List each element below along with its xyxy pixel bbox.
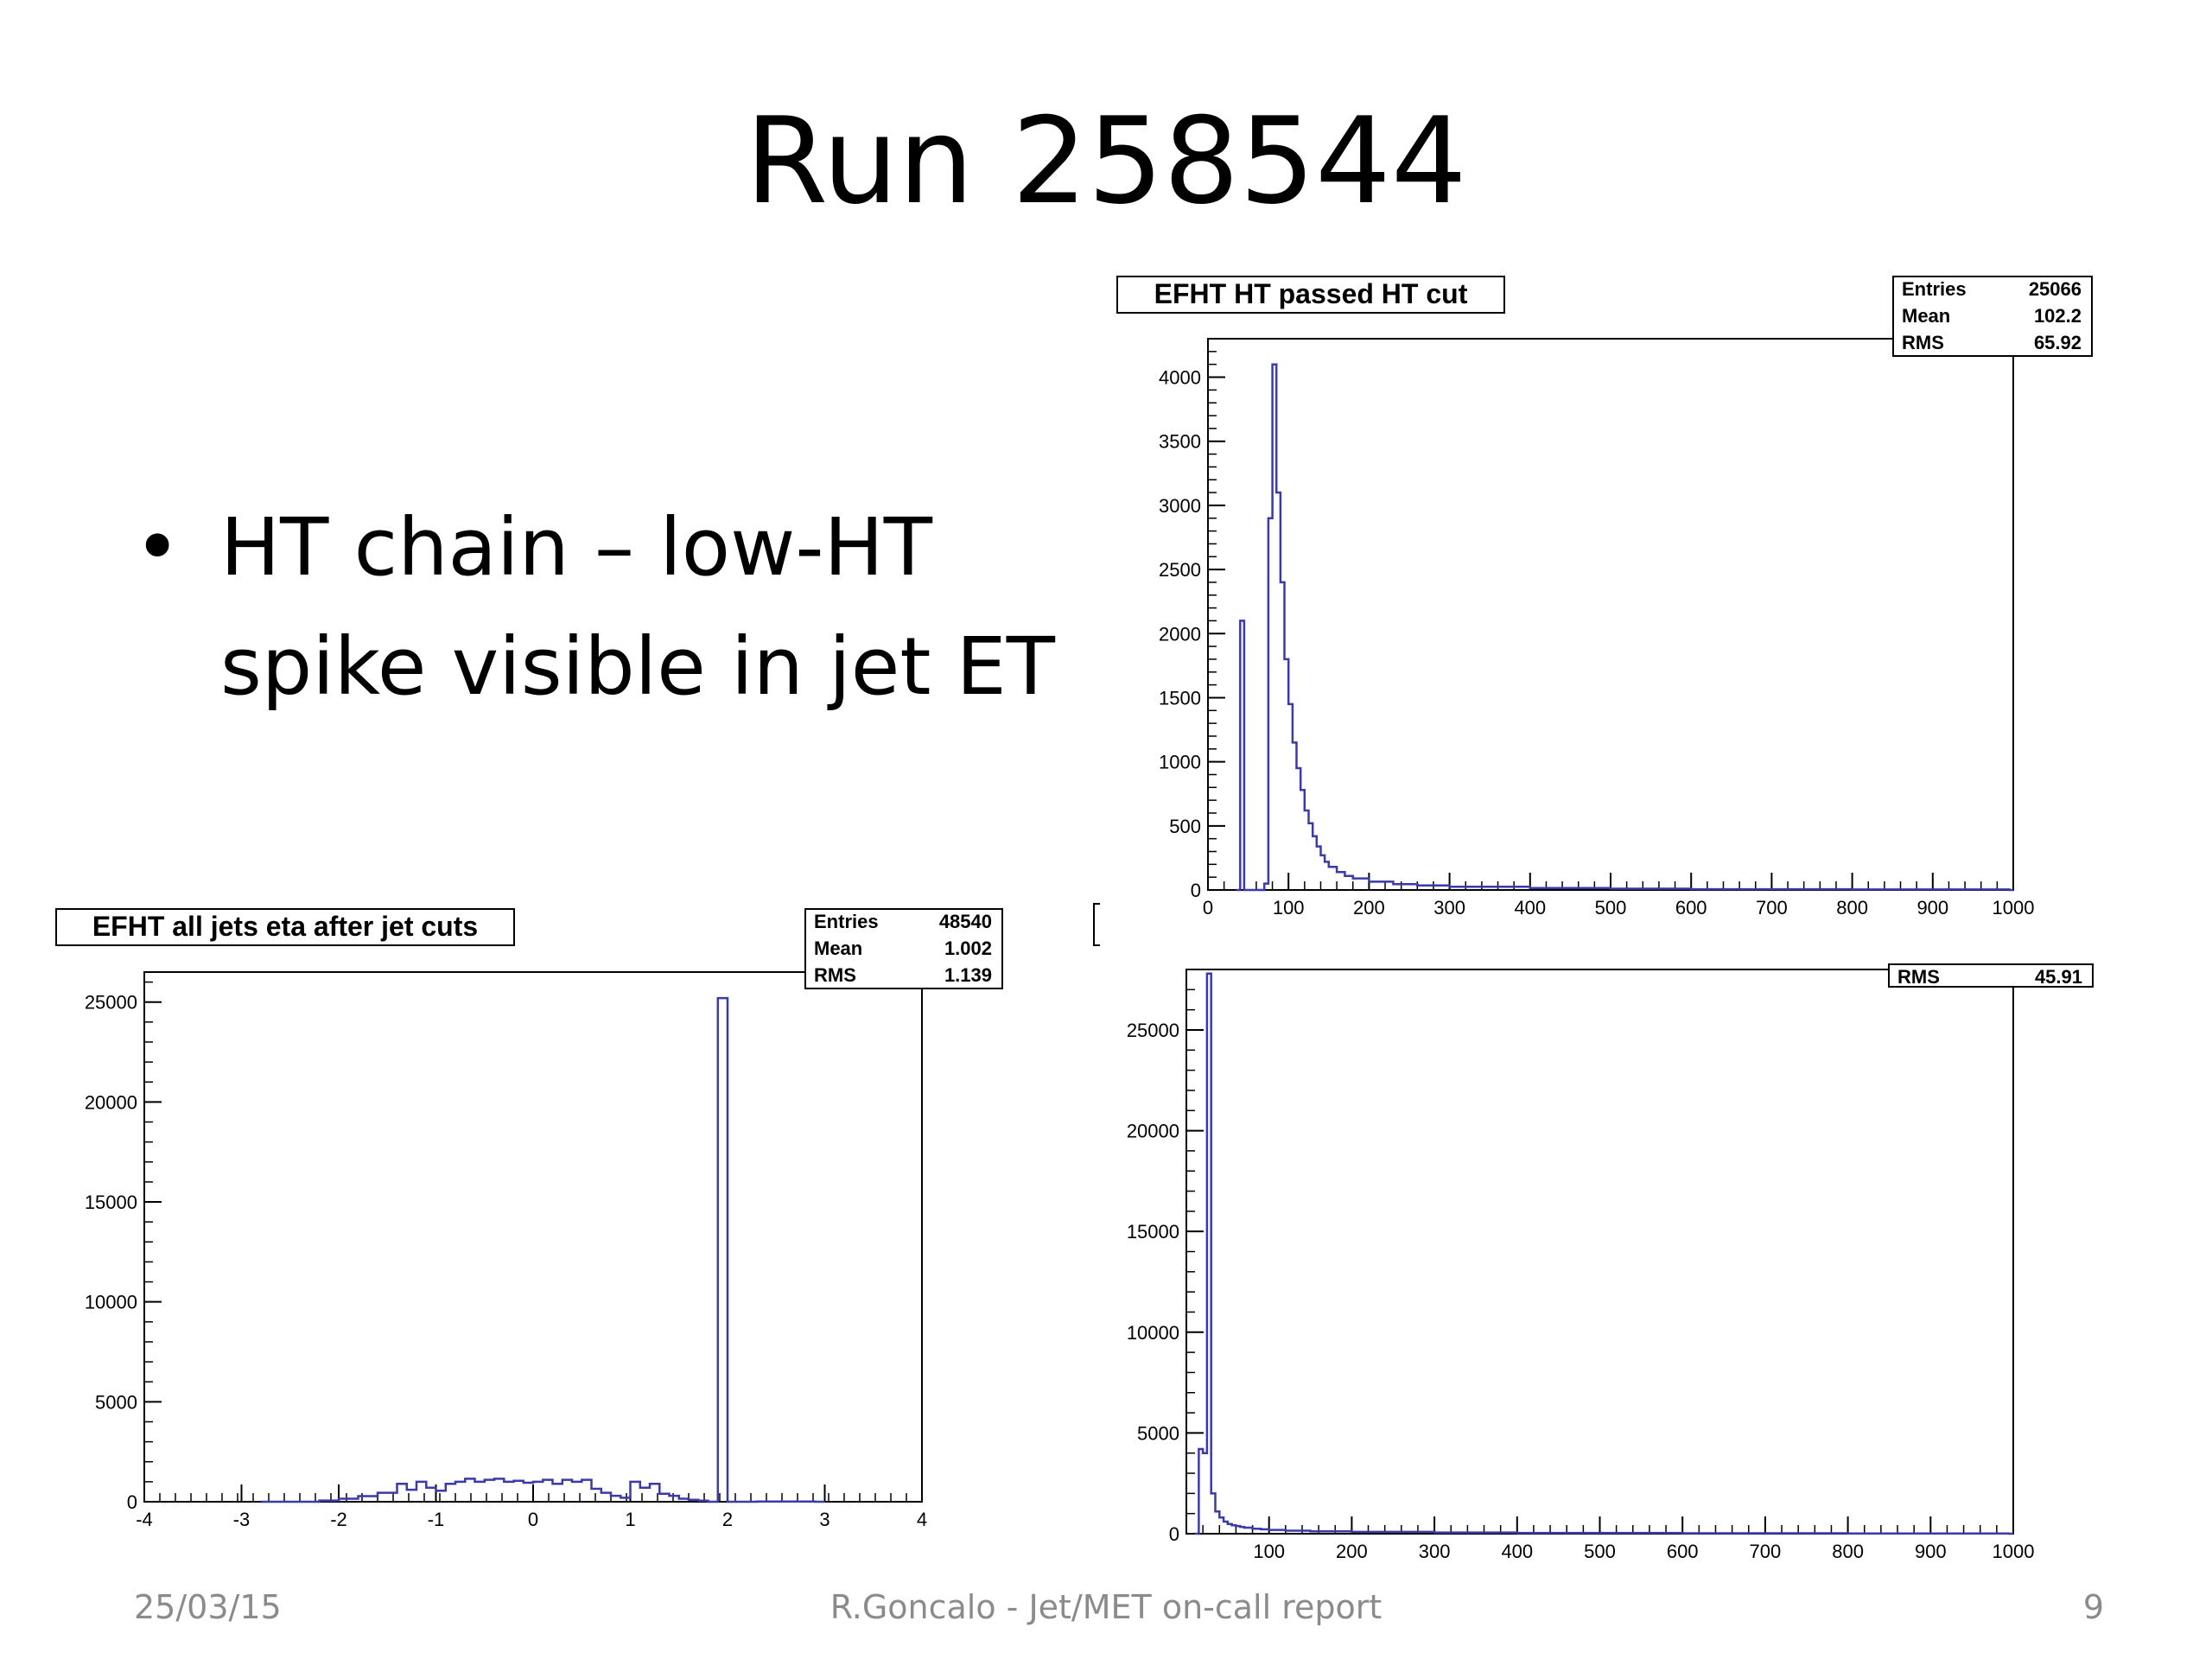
x-tick-label: 300 — [1419, 1541, 1451, 1562]
y-tick-label: 0 — [1191, 880, 1201, 901]
y-tick-label: 0 — [1169, 1523, 1179, 1545]
footer-page-number: 9 — [2082, 1588, 2104, 1626]
bullet-dot-icon: • — [134, 501, 181, 594]
partial-frame-marker — [1093, 903, 1100, 946]
y-tick-label: 2500 — [1159, 559, 1201, 581]
bullet-line-1: HT chain – low-HT — [220, 501, 932, 594]
histogram-line-eta — [261, 996, 825, 1503]
stats-value: 65.92 — [2034, 332, 2082, 353]
x-tick-label: 500 — [1584, 1541, 1616, 1562]
x-tick-label: 100 — [1253, 1541, 1285, 1562]
stats-value: 25066 — [2029, 278, 2082, 300]
y-tick-label: 25000 — [85, 992, 137, 1014]
x-tick-label: 800 — [1832, 1541, 1864, 1562]
x-tick-label: 100 — [1273, 897, 1305, 918]
stats-label: RMS — [1897, 966, 1940, 988]
plot-frame — [1185, 969, 2014, 1535]
histogram-title: EFHT all jets eta after jet cuts — [92, 911, 478, 942]
stats-value: 48540 — [939, 911, 992, 932]
x-tick-label: 900 — [1915, 1541, 1947, 1562]
x-tick-label: -2 — [330, 1509, 347, 1530]
x-tick-label: 1000 — [1993, 1541, 2035, 1562]
y-tick-label: 20000 — [1127, 1121, 1179, 1142]
x-tick-label: 400 — [1514, 897, 1546, 918]
footer-center: R.Goncalo - Jet/MET on-call report — [830, 1588, 1382, 1626]
stats-box — [1892, 276, 2093, 357]
histogram-title-box — [1116, 276, 1505, 314]
stats-box — [804, 908, 1003, 989]
y-tick-label: 5000 — [95, 1391, 137, 1413]
x-tick-label: 800 — [1836, 897, 1868, 918]
x-tick-label: 700 — [1750, 1541, 1782, 1562]
y-tick-label: 3500 — [1159, 431, 1201, 453]
y-tick-label: 5000 — [1137, 1422, 1179, 1444]
x-tick-label: 600 — [1675, 897, 1707, 918]
x-tick-label: -1 — [428, 1509, 445, 1530]
x-tick-label: 200 — [1353, 897, 1385, 918]
y-tick-label: 15000 — [1127, 1221, 1179, 1243]
x-tick-label: 2 — [722, 1509, 733, 1530]
plot-frame — [143, 971, 923, 1503]
y-tick-label: 4000 — [1159, 367, 1201, 389]
x-tick-label: 900 — [1916, 897, 1948, 918]
stats-value: 45.91 — [2035, 966, 2082, 988]
y-tick-label: 500 — [1169, 816, 1201, 837]
chart-eta: -4 -3 -2 -1 0 1 2 3 4 0 5000 10000 15000 20000 25000 EF… — [55, 908, 1003, 1530]
y-tick-label: 10000 — [85, 1292, 137, 1313]
y-tick-label: 1500 — [1159, 687, 1201, 709]
x-tick-label: 0 — [1203, 897, 1213, 918]
bullet-line-2: spike visible in jet ET — [220, 620, 1055, 713]
stats-value: 102.2 — [2034, 305, 2082, 327]
footer-date: 25/03/15 — [134, 1588, 282, 1626]
x-tick-label: 600 — [1667, 1541, 1699, 1562]
stats-box — [1888, 963, 2094, 988]
y-tick-label: 10000 — [1127, 1322, 1179, 1344]
chart-ht: 0 100 200 300 400 500 600 700 800 900 1000 0 500 1000… — [1116, 276, 2093, 918]
x-tick-label: 3 — [819, 1509, 830, 1530]
y-tick-label: 25000 — [1127, 1020, 1179, 1041]
x-tick-label: 200 — [1336, 1541, 1368, 1562]
plot-frame — [1207, 338, 2014, 891]
chart-jetet: 100 200 300 400 500 600 700 800 900 1000050001000… — [1127, 963, 2094, 1562]
y-tick-label: 20000 — [85, 1091, 137, 1113]
x-tick-label: 500 — [1595, 897, 1627, 918]
stats-label: Entries — [814, 911, 879, 932]
x-tick-label: 300 — [1433, 897, 1465, 918]
y-tick-label: 0 — [127, 1491, 137, 1513]
x-tick-label: 700 — [1756, 897, 1788, 918]
y-tick-label: 15000 — [85, 1192, 137, 1213]
histogram-line-jetet — [1194, 972, 2013, 1535]
histogram-title: EFHT HT passed HT cut — [1154, 278, 1468, 309]
histogram-line-ht — [1236, 363, 2013, 892]
stats-label: RMS — [814, 964, 856, 986]
histogram-title-box — [55, 908, 515, 946]
x-tick-label: -4 — [136, 1509, 153, 1530]
stats-value: 1.002 — [944, 938, 992, 959]
x-tick-label: -3 — [233, 1509, 251, 1530]
stats-label: Mean — [1902, 305, 1950, 327]
y-tick-label: 1000 — [1159, 752, 1201, 773]
x-tick-label: 0 — [528, 1509, 538, 1530]
stats-label: Entries — [1902, 278, 1967, 300]
stats-value: 1.139 — [944, 964, 992, 986]
stats-label: Mean — [814, 938, 862, 959]
y-tick-label: 2000 — [1159, 623, 1201, 645]
x-tick-label: 400 — [1501, 1541, 1533, 1562]
y-tick-label: 3000 — [1159, 495, 1201, 517]
x-tick-label: 1 — [625, 1509, 635, 1530]
x-tick-label: 4 — [917, 1509, 927, 1530]
stats-label: RMS — [1902, 332, 1944, 353]
x-tick-label: 1000 — [1993, 897, 2035, 918]
slide-title: Run 258544 — [745, 92, 1467, 231]
